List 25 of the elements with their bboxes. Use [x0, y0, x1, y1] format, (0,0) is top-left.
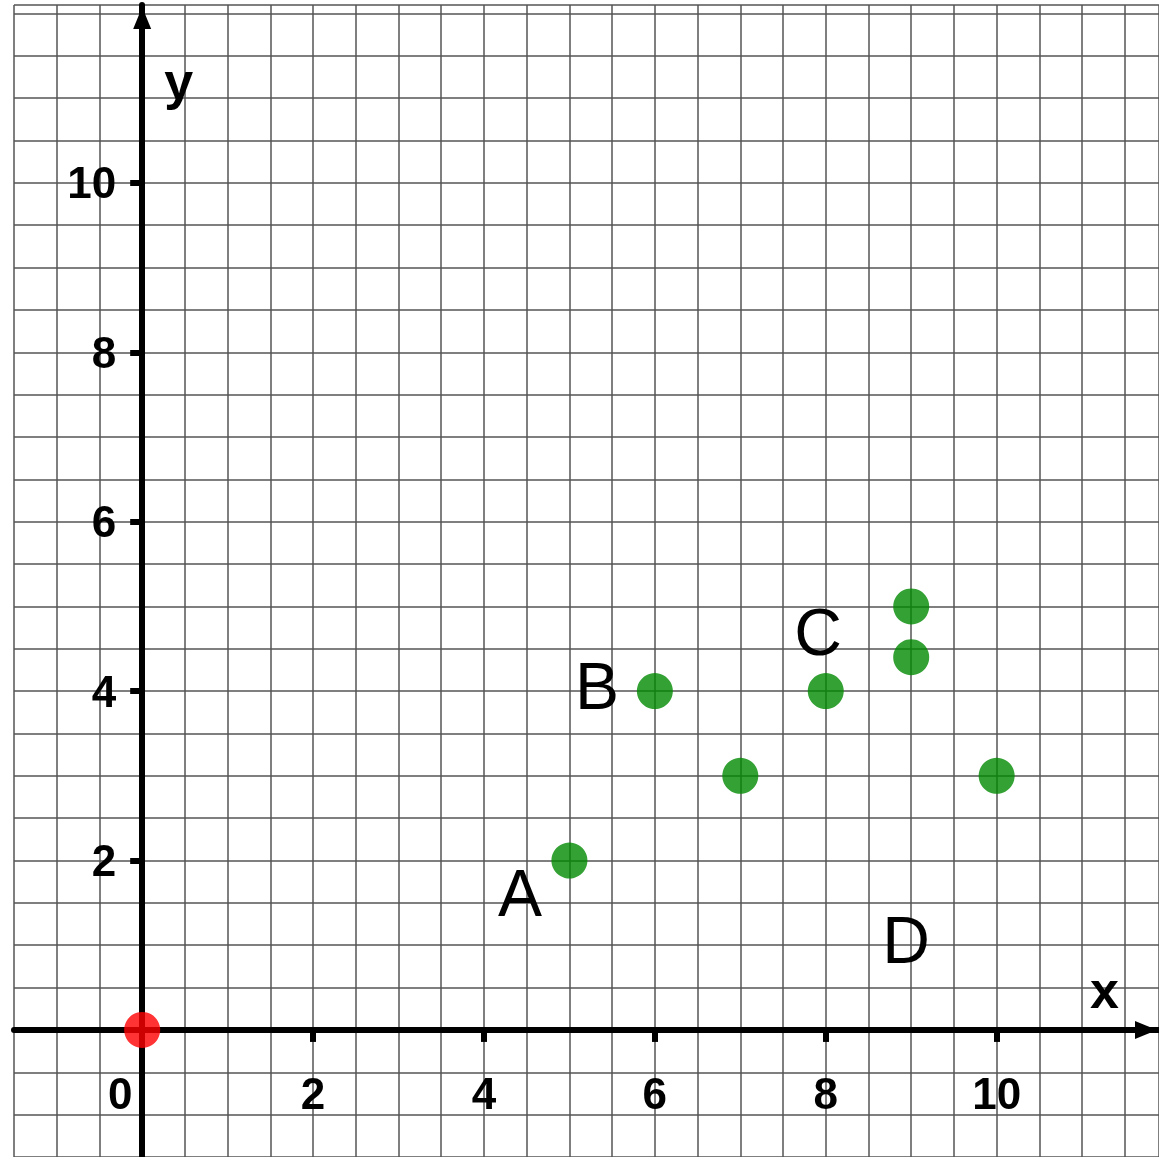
x-tick-label: 0: [107, 1069, 133, 1119]
point: [893, 639, 930, 676]
y-axis-title: y: [164, 52, 194, 110]
x-tick-label: 4: [471, 1069, 497, 1119]
annotation: D: [882, 903, 930, 977]
x-tick-label: 6: [642, 1069, 668, 1119]
point: [551, 842, 588, 879]
x-tick-label: 2: [300, 1069, 326, 1119]
x-axis-title: x: [1090, 960, 1120, 1019]
y-tick-label: 10: [67, 158, 117, 208]
y-tick-label: 8: [91, 327, 117, 377]
annotation: C: [794, 595, 842, 669]
x-tick-label: 10: [972, 1069, 1022, 1119]
annotation: B: [574, 649, 620, 723]
x-tick-label: 8: [813, 1069, 838, 1119]
point: [722, 757, 759, 794]
y-tick-label: 2: [91, 836, 117, 886]
y-tick-label: 4: [91, 666, 117, 716]
point: [124, 1011, 161, 1048]
point: [807, 673, 844, 710]
y-tick-label: 6: [91, 497, 117, 547]
point: [636, 673, 673, 710]
annotation: A: [497, 856, 543, 930]
point: [893, 588, 930, 625]
point: [978, 757, 1015, 794]
